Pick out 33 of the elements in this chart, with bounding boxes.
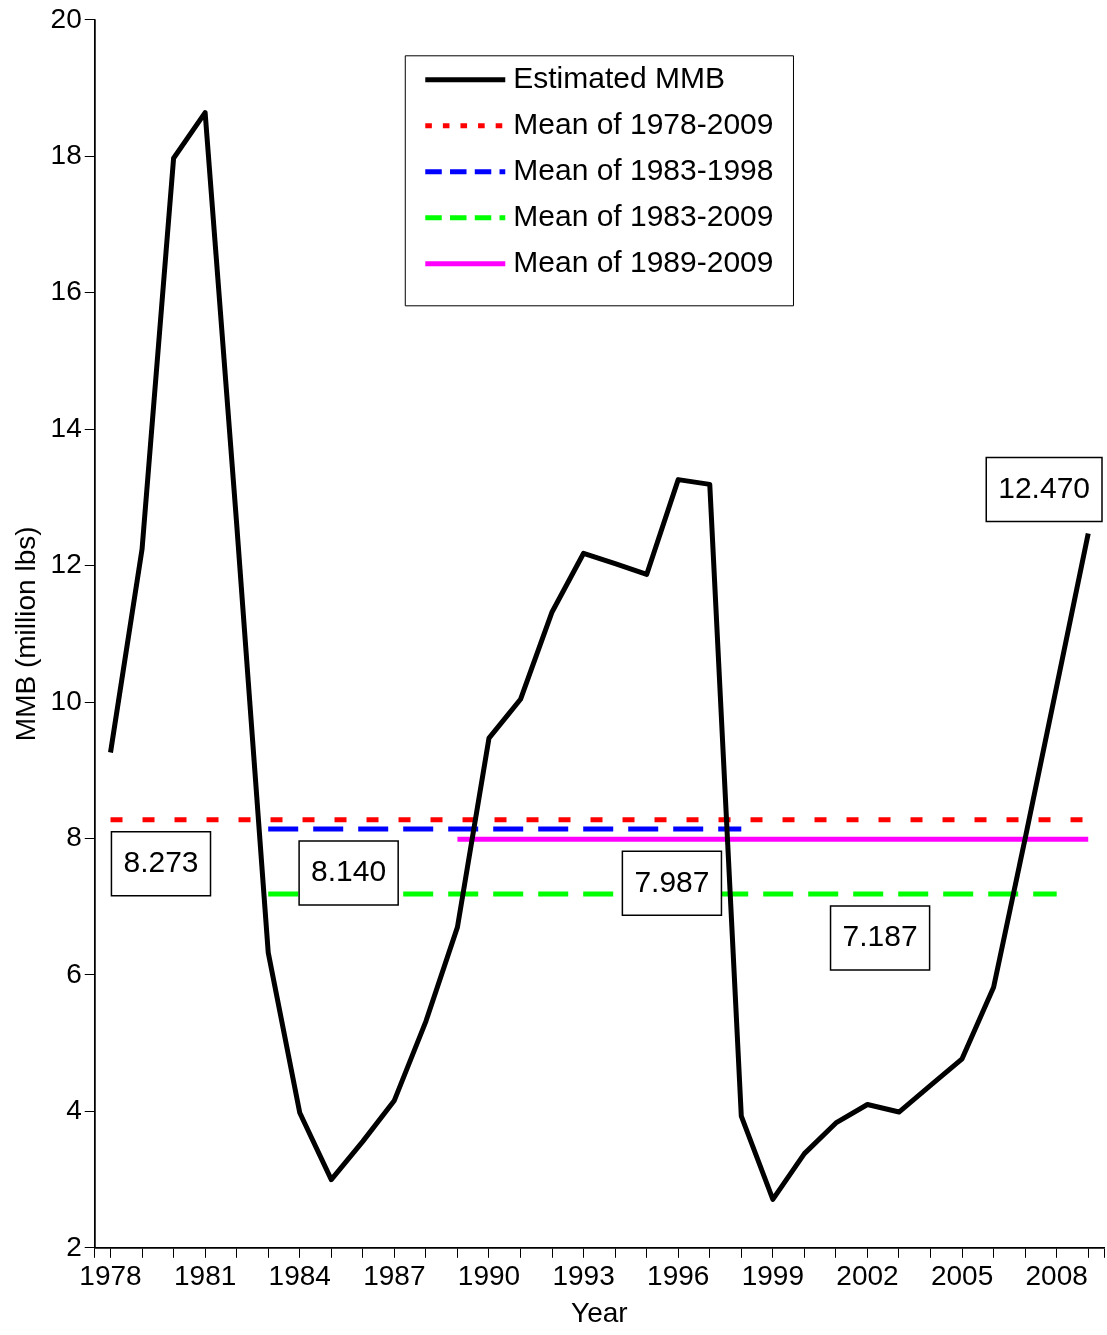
legend-label: Mean of 1983-1998 (513, 153, 774, 187)
x-tick-label: 1987 (363, 1260, 426, 1292)
y-tick-label: 6 (66, 957, 82, 989)
x-tick-label: 1981 (173, 1260, 237, 1292)
y-tick-label: 2 (66, 1230, 82, 1262)
x-axis-title: Year (571, 1296, 628, 1328)
y-tick-label: 18 (50, 138, 82, 170)
y-tick-label: 8 (66, 821, 82, 853)
annotation: 7.187 (842, 919, 918, 953)
y-tick-label: 10 (50, 684, 82, 716)
y-tick-label: 20 (50, 2, 82, 34)
legend-label: Mean of 1978-2009 (513, 107, 774, 141)
x-tick-label: 1978 (79, 1260, 142, 1292)
y-tick-label: 14 (50, 411, 82, 443)
legend-label: Mean of 1989-2009 (513, 245, 774, 279)
x-tick-label: 1990 (457, 1260, 521, 1292)
legend-label: Estimated MMB (513, 61, 725, 95)
x-tick-label: 1984 (268, 1260, 331, 1292)
y-axis-title: MMB (million lbs) (9, 526, 41, 742)
y-tick-label: 4 (66, 1094, 82, 1126)
x-tick-label: 1999 (741, 1260, 804, 1292)
x-tick-label: 1996 (647, 1260, 710, 1292)
x-tick-label: 2005 (930, 1260, 994, 1292)
annotation: 7.987 (634, 864, 710, 898)
legend-label: Mean of 1983-2009 (513, 199, 774, 233)
x-tick-label: 2008 (1025, 1260, 1088, 1292)
y-tick-label: 12 (50, 548, 82, 580)
annotation: 8.140 (311, 854, 387, 888)
x-tick-label: 1993 (552, 1260, 615, 1292)
x-tick-label: 2002 (836, 1260, 899, 1292)
annotation: 8.273 (123, 845, 199, 879)
annotation: 12.470 (998, 470, 1090, 504)
y-tick-label: 16 (50, 275, 82, 307)
